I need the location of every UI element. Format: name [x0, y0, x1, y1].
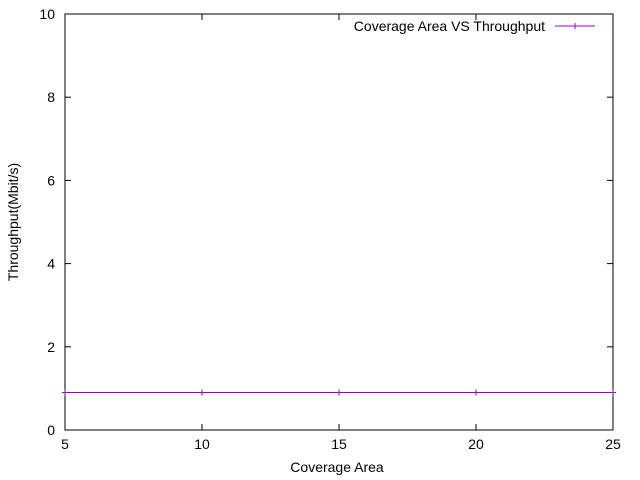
y-tick-label: 0	[47, 422, 55, 438]
y-tick-label: 4	[47, 256, 55, 272]
x-axis-ticks: 5 10 15 20 25	[61, 14, 621, 452]
y-tick-label: 8	[47, 89, 55, 105]
data-point	[610, 389, 616, 396]
x-tick-label: 20	[468, 436, 484, 452]
y-tick-label: 10	[39, 6, 55, 22]
x-tick-label: 10	[194, 436, 210, 452]
data-point	[336, 389, 342, 396]
x-tick-label: 25	[605, 436, 621, 452]
legend-label: Coverage Area VS Throughput	[354, 18, 545, 34]
legend-swatch-marker	[572, 23, 578, 29]
x-axis-title: Coverage Area	[290, 459, 384, 475]
x-tick-label: 15	[331, 436, 347, 452]
y-tick-label: 6	[47, 172, 55, 188]
x-tick-label: 5	[61, 436, 69, 452]
data-point	[62, 389, 68, 396]
series-layer	[62, 389, 616, 396]
data-point	[199, 389, 205, 396]
y-axis-title: Throughput(Mbit/s)	[5, 163, 21, 281]
y-tick-label: 2	[47, 339, 55, 355]
data-point	[473, 389, 479, 396]
legend: Coverage Area VS Throughput	[354, 18, 595, 34]
plot-frame	[64, 13, 614, 431]
y-axis-ticks: 0 2 4 6 8 10	[39, 6, 613, 438]
